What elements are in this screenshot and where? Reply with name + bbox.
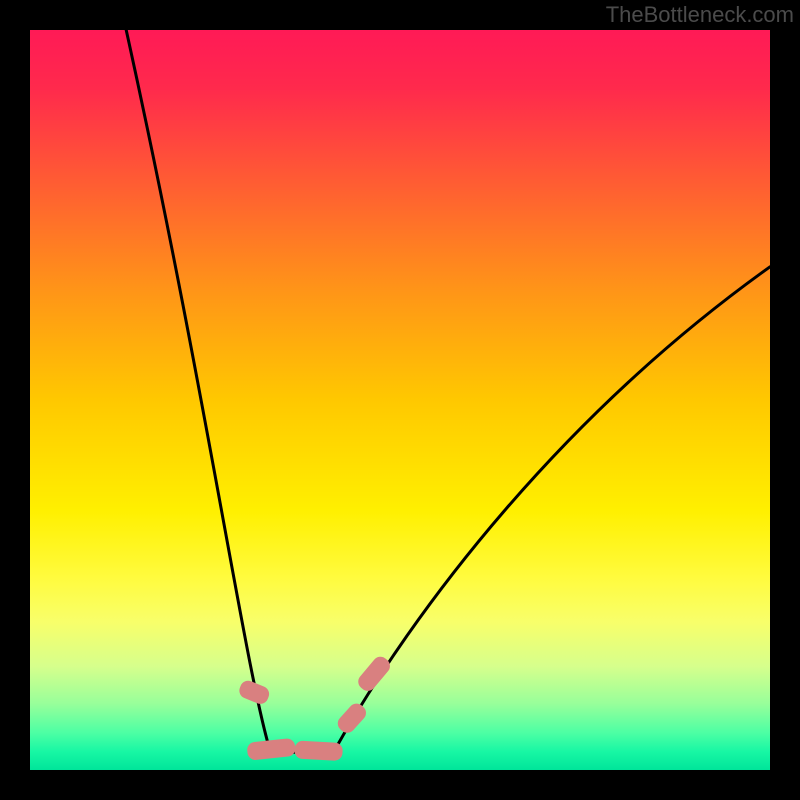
watermark-text: TheBottleneck.com <box>606 2 794 28</box>
chart-svg <box>0 0 800 800</box>
gradient-background <box>30 30 770 770</box>
curve-marker <box>294 741 343 761</box>
chart-canvas <box>0 0 800 800</box>
